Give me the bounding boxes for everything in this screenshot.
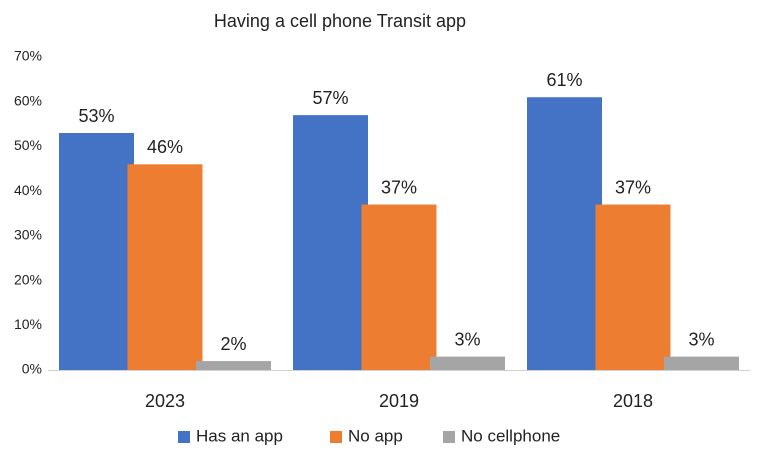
- legend-swatch: [443, 431, 455, 443]
- value-label: 2%: [220, 334, 246, 354]
- bar: [196, 361, 271, 370]
- value-label: 61%: [546, 70, 582, 90]
- y-tick-label: 50%: [14, 137, 42, 153]
- legend-swatch: [178, 431, 190, 443]
- value-label: 3%: [688, 329, 714, 349]
- legend-swatch: [330, 431, 342, 443]
- y-tick-label: 60%: [14, 92, 42, 108]
- x-tick-label: 2018: [613, 391, 653, 411]
- value-label: 3%: [454, 329, 480, 349]
- y-tick-label: 10%: [14, 316, 42, 332]
- bar: [430, 356, 505, 370]
- bar: [361, 204, 437, 370]
- bar: [664, 356, 739, 370]
- bar: [59, 133, 134, 370]
- value-label: 57%: [312, 88, 348, 108]
- bar: [293, 115, 368, 370]
- bar: [127, 164, 203, 370]
- value-label: 46%: [147, 137, 183, 157]
- legend-label: No app: [348, 426, 403, 445]
- bar: [595, 204, 671, 370]
- value-label: 53%: [78, 106, 114, 126]
- legend-label: Has an app: [196, 426, 283, 445]
- bar: [527, 97, 602, 370]
- y-tick-label: 40%: [14, 182, 42, 198]
- legend-label: No cellphone: [461, 426, 560, 445]
- value-label: 37%: [381, 177, 417, 197]
- y-tick-label: 0%: [22, 361, 42, 377]
- y-tick-label: 30%: [14, 227, 42, 243]
- x-tick-label: 2019: [379, 391, 419, 411]
- chart-title: Having a cell phone Transit app: [214, 11, 466, 31]
- y-tick-label: 70%: [14, 48, 42, 64]
- x-tick-label: 2023: [145, 391, 185, 411]
- value-label: 37%: [615, 177, 651, 197]
- y-tick-label: 20%: [14, 271, 42, 287]
